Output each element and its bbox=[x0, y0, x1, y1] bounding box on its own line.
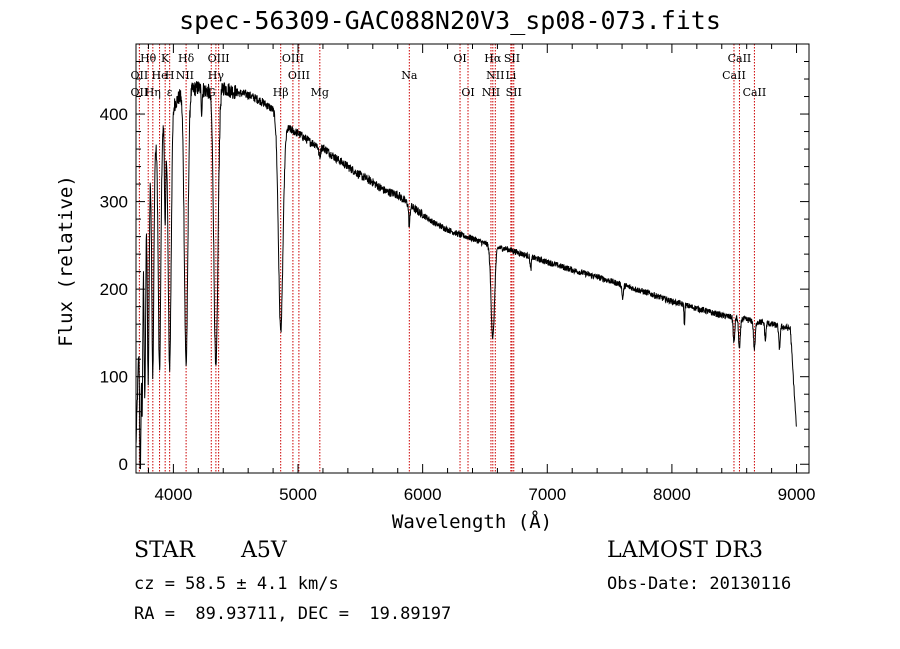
line-marker-label: Mg bbox=[311, 86, 329, 99]
line-marker-label: CaII bbox=[728, 52, 752, 65]
line-marker-label: He bbox=[152, 69, 168, 82]
line-marker-label: CaII bbox=[722, 69, 746, 82]
x-tick-label: 9000 bbox=[778, 485, 816, 504]
y-tick-label: 0 bbox=[119, 455, 128, 474]
line-marker-label: OII bbox=[131, 69, 149, 82]
line-marker-label: OI bbox=[453, 52, 466, 65]
line-marker-label: Hα bbox=[484, 52, 502, 65]
coordinates-text: RA = 89.93711, DEC = 19.89197 bbox=[134, 604, 452, 624]
y-axis-ticks: 0 100 200 300 400 bbox=[100, 61, 809, 474]
obs-date-text: Obs-Date: 20130116 bbox=[607, 574, 792, 594]
plot-frame bbox=[135, 43, 810, 474]
line-marker-label: Hη bbox=[145, 86, 161, 99]
line-marker-label: NII bbox=[486, 69, 504, 82]
chart-title: spec-56309-GAC088N20V3_sp08-073.fits bbox=[179, 6, 721, 35]
x-tick-label: 7000 bbox=[528, 485, 566, 504]
line-marker-label: SII bbox=[506, 86, 522, 99]
line-marker-label: G bbox=[207, 86, 216, 99]
object-class: STAR bbox=[134, 538, 195, 563]
line-marker-label: OI bbox=[461, 86, 474, 99]
line-marker-label: Hγ bbox=[208, 69, 225, 82]
line-marker-label: Na bbox=[401, 69, 418, 82]
x-axis-label: Wavelength (Å) bbox=[392, 510, 552, 533]
line-marker-label: OII bbox=[131, 86, 149, 99]
x-tick-label: 6000 bbox=[404, 485, 442, 504]
line-marker-label: H bbox=[165, 69, 175, 82]
object-subclass: A5V bbox=[241, 538, 287, 563]
line-marker-label: Hδ bbox=[178, 52, 195, 65]
line-marker-label: OIII bbox=[288, 69, 310, 82]
line-marker-group bbox=[138, 44, 755, 473]
x-tick-label: 5000 bbox=[279, 485, 317, 504]
spectrum-line bbox=[135, 81, 797, 470]
line-marker-label: K bbox=[161, 52, 170, 65]
line-marker-label: Hβ bbox=[273, 86, 289, 99]
line-marker-label: NII bbox=[482, 86, 500, 99]
survey-name: LAMOST DR3 bbox=[607, 538, 763, 563]
line-marker-label: NII bbox=[176, 69, 194, 82]
redshift-text: cz = 58.5 ± 4.1 km/s bbox=[134, 574, 339, 594]
y-tick-label: 400 bbox=[100, 105, 128, 124]
x-axis-ticks: 4000 5000 6000 7000 8000 9000 bbox=[147, 44, 816, 504]
line-marker-label: SII bbox=[504, 52, 520, 65]
line-marker-label: OIII bbox=[282, 52, 304, 65]
y-tick-label: 100 bbox=[100, 368, 128, 387]
x-tick-label: 4000 bbox=[154, 485, 192, 504]
x-tick-label: 8000 bbox=[653, 485, 691, 504]
line-marker-label: OIII bbox=[208, 52, 230, 65]
line-marker-label: Li bbox=[505, 69, 516, 82]
line-marker-label: ε bbox=[167, 86, 173, 99]
y-tick-label: 300 bbox=[100, 193, 128, 212]
line-marker-label: CaII bbox=[743, 86, 767, 99]
y-axis-label: Flux (relative) bbox=[55, 175, 77, 347]
line-marker-label: Hθ bbox=[140, 52, 157, 65]
y-tick-label: 200 bbox=[100, 280, 128, 299]
